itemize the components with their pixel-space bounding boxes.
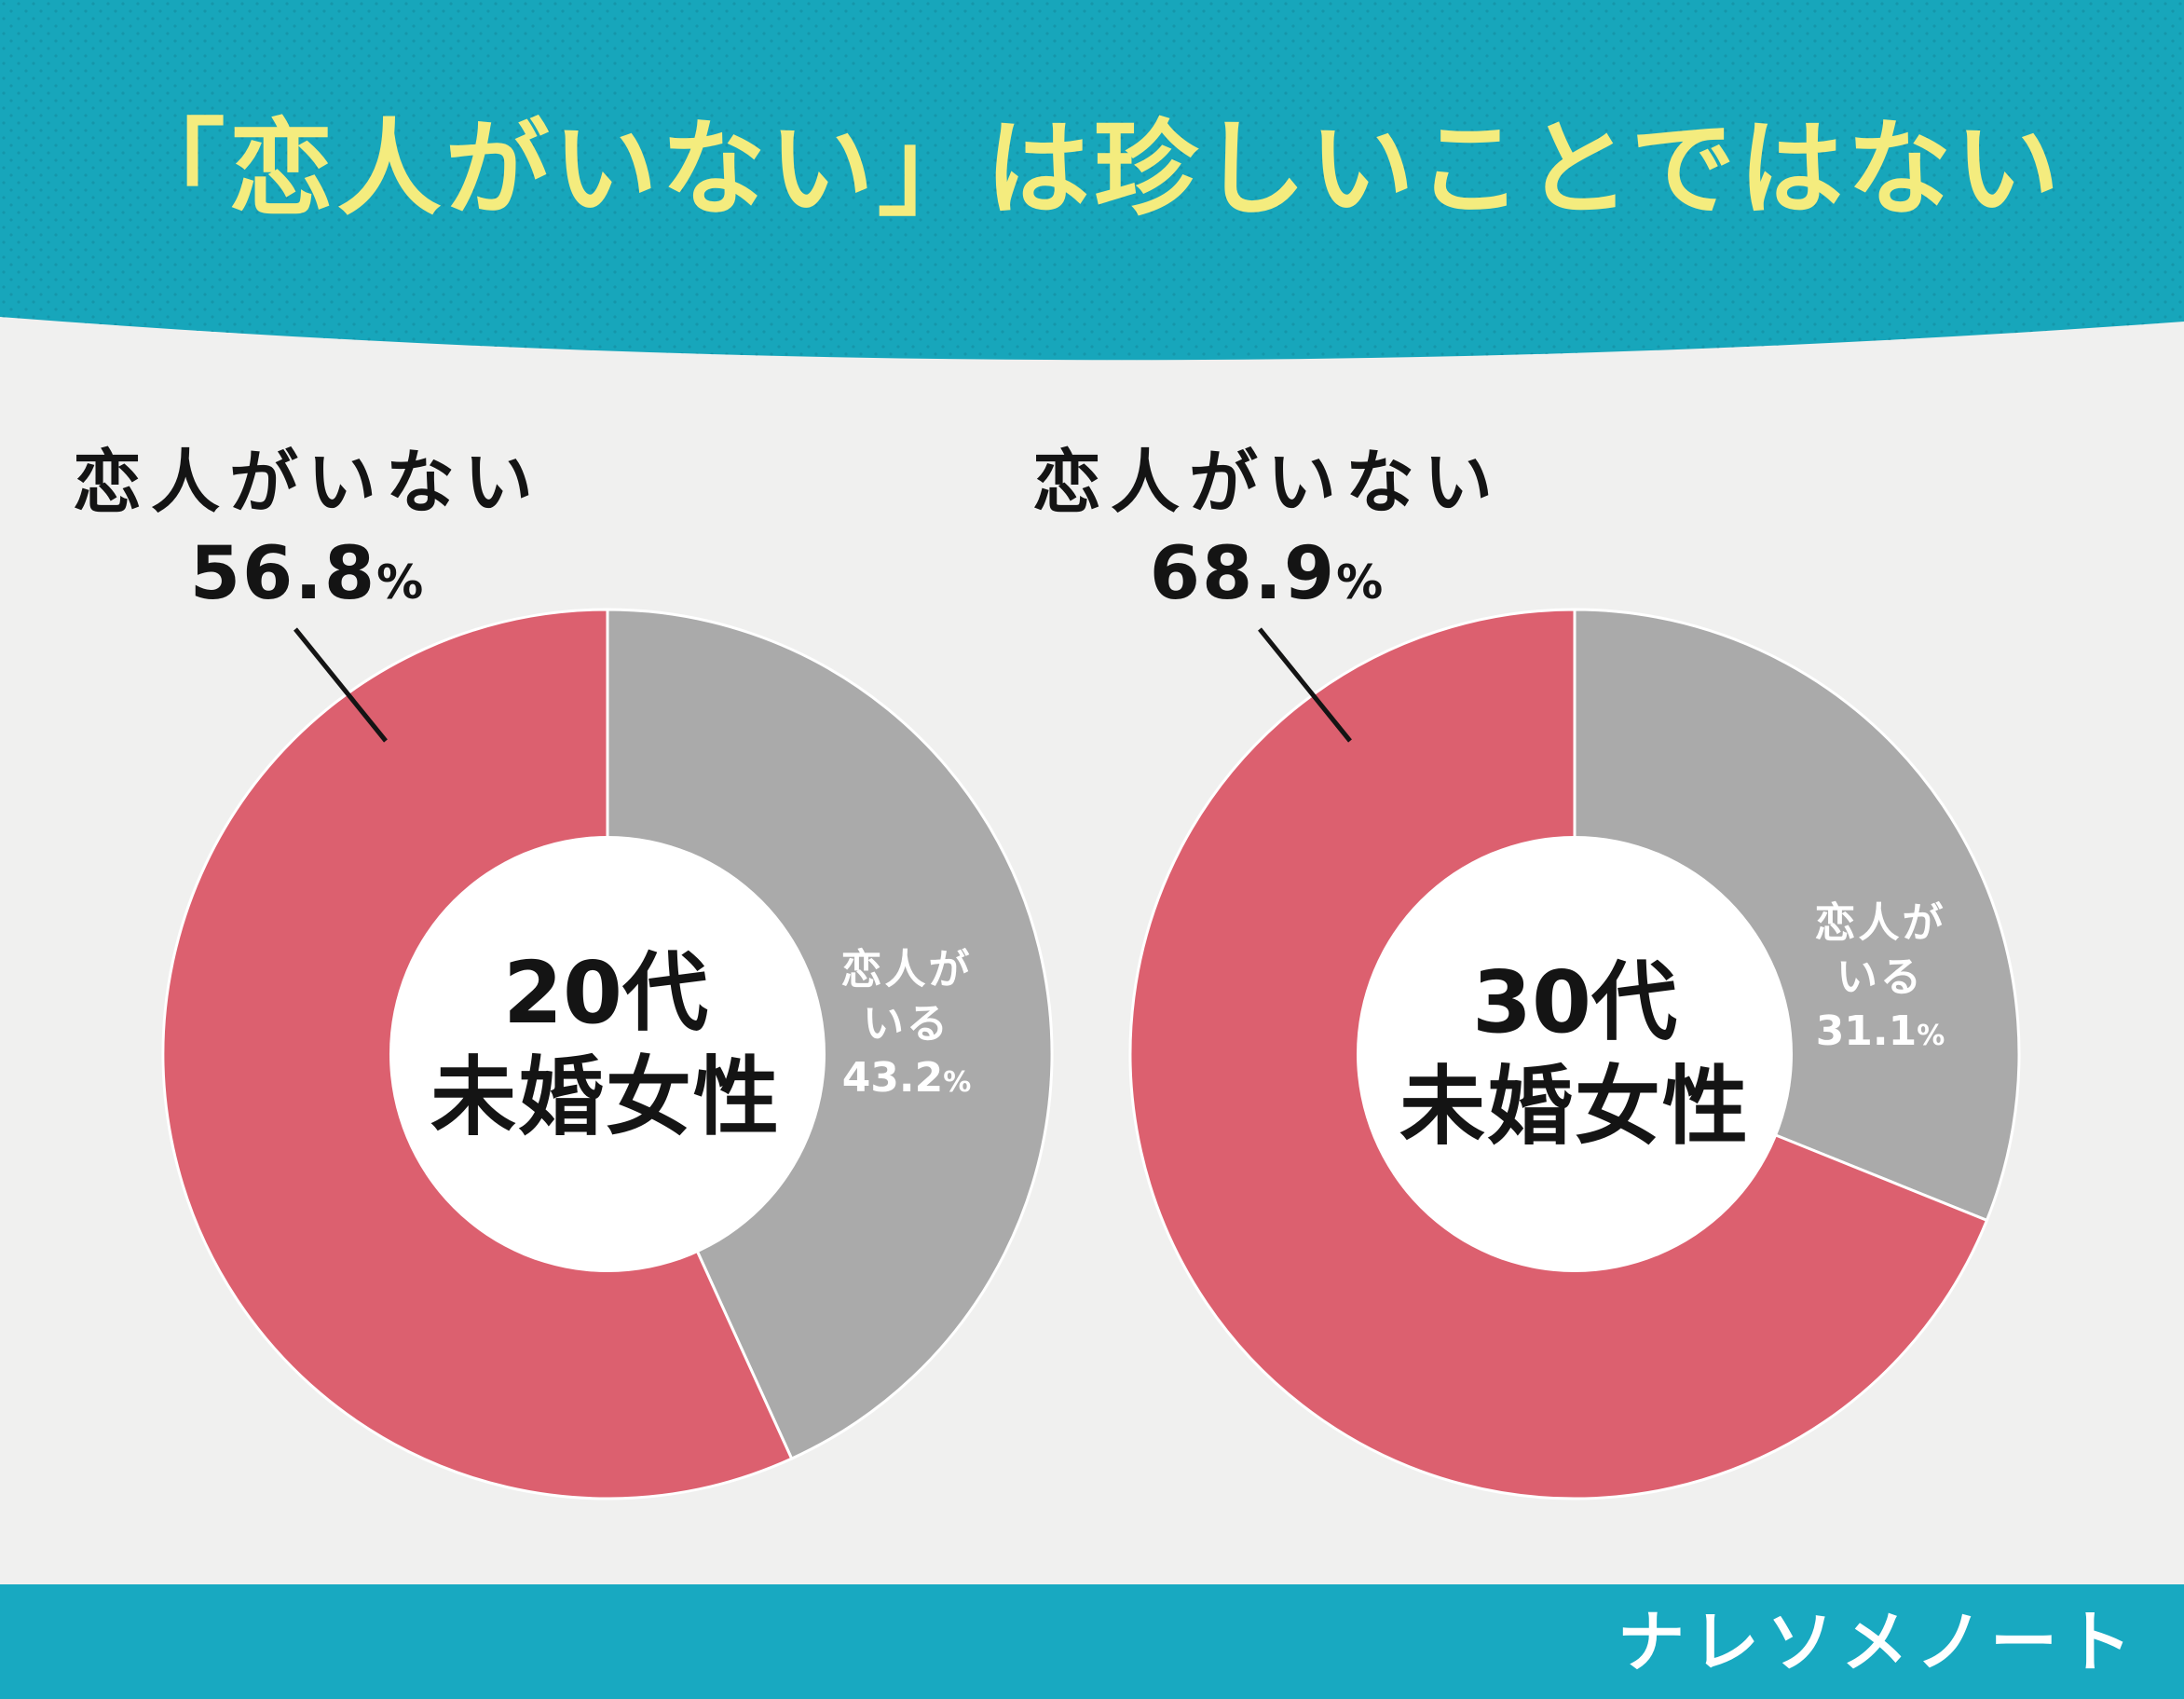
slice-label-line2: いる xyxy=(863,1000,950,1048)
callout-label: 恋人がいない xyxy=(1032,443,1502,523)
callout-no-partner-20s: 恋人がいない 56.8% xyxy=(65,438,550,629)
donut-hole xyxy=(389,836,826,1272)
page-title: 「恋人がいない」は珍しいことではない xyxy=(120,109,2064,230)
footer-bar: ナレソメノート xyxy=(0,1584,2184,1699)
slice-label-has-partner-30s: 恋人が いる 31.1% xyxy=(1796,897,1964,1063)
callout-value: 56.8% xyxy=(189,532,426,616)
center-age: 30代 xyxy=(1471,952,1678,1052)
header-banner xyxy=(0,0,2184,361)
slice-label-value: 43.2% xyxy=(841,1054,972,1102)
donut-hole xyxy=(1357,836,1793,1272)
brand-logo: ナレソメノート xyxy=(1617,1603,2139,1681)
slice-label-line1: 恋人が xyxy=(840,946,973,993)
slice-label-has-partner-20s: 恋人が いる 43.2% xyxy=(823,943,990,1110)
callout-leader-line xyxy=(293,627,388,743)
slice-has-partner xyxy=(606,608,1054,1461)
center-group: 未婚女性 xyxy=(430,1048,781,1147)
center-label-30s: 30代 未婚女性 xyxy=(1370,951,1780,1159)
donut-chart-20s xyxy=(161,608,1054,1500)
callout-value: 68.9% xyxy=(1149,532,1385,616)
slice-label-value: 31.1% xyxy=(1815,1007,1945,1055)
slice-label-line1: 恋人が xyxy=(1814,899,1946,947)
callout-no-partner-30s: 恋人がいない 68.9% xyxy=(1025,438,1509,629)
center-group: 未婚女性 xyxy=(1399,1057,1750,1157)
callout-leader-line xyxy=(1258,627,1352,743)
center-age: 20代 xyxy=(502,943,709,1043)
donut-chart-30s xyxy=(1128,608,2021,1500)
callout-label: 恋人がいない xyxy=(73,443,542,523)
slice-label-line2: いる xyxy=(1836,953,1924,1001)
center-label-20s: 20代 未婚女性 xyxy=(401,941,811,1150)
